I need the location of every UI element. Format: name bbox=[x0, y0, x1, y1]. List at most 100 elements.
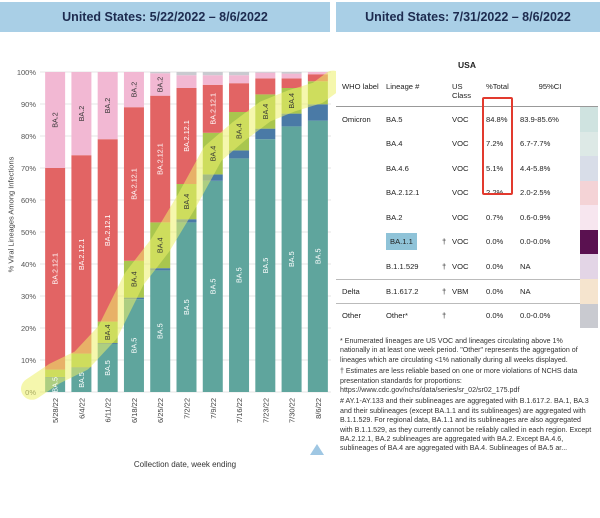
table-row[interactable]: BA.4 VOC 7.2% 6.7-7.7% bbox=[336, 131, 598, 156]
x-tick-label: 7/2/22 bbox=[183, 398, 192, 419]
table-row[interactable]: BA.2 VOC 0.7% 0.6-0.9% bbox=[336, 205, 598, 230]
lineage-cell: BA.4.6 bbox=[382, 164, 442, 173]
us-class-cell-text: VOC bbox=[452, 188, 469, 198]
table-row[interactable]: BA.4.6 VOC 5.1% 4.4-5.8% bbox=[336, 156, 598, 181]
table-row[interactable]: B.1.1.529 † VOC 0.0% NA bbox=[336, 254, 598, 279]
footnote-hash: # AY.1-AY.133 and their sublineages are … bbox=[340, 397, 592, 453]
segment-label: BA.2 bbox=[156, 77, 165, 93]
bar-segment bbox=[229, 83, 250, 112]
x-tick-label: 6/4/22 bbox=[77, 398, 86, 419]
ci-cell-text: 4.4-5.8% bbox=[520, 163, 551, 173]
pct-total-cell-text: 2.2% bbox=[486, 188, 504, 198]
segment-label: BA.2.12.1 bbox=[208, 93, 217, 125]
lineage-cell: B.1.617.2 bbox=[382, 287, 442, 296]
ci-cell: 4.4-5.8% bbox=[518, 164, 580, 173]
header-pct-total: %Total bbox=[486, 82, 509, 91]
segment-label: BA.4 bbox=[235, 123, 244, 139]
bar-segment bbox=[307, 74, 328, 82]
y-tick-label: 80% bbox=[21, 132, 36, 141]
segment-label: BA.2.12.1 bbox=[182, 120, 191, 152]
us-class-cell: VOC bbox=[452, 164, 482, 173]
table-row[interactable]: BA.1.1 † VOC 0.0% 0.0-0.0% bbox=[336, 229, 598, 254]
scroll-up-triangle-icon[interactable] bbox=[310, 444, 324, 455]
segment-label: BA.5 bbox=[287, 251, 296, 267]
right-panel-title: United States: 7/31/2022 – 8/6/2022 bbox=[365, 10, 571, 24]
us-class-cell-text: VOC bbox=[452, 114, 469, 124]
bar-segment bbox=[255, 128, 276, 140]
segment-label: BA.5 bbox=[235, 267, 244, 283]
pct-total-cell-text: 5.1% bbox=[486, 163, 504, 173]
bar-segment bbox=[97, 72, 118, 140]
bar-segment bbox=[176, 75, 197, 88]
table-row[interactable]: Delta B.1.617.2 † VBM 0.0% NA bbox=[336, 278, 598, 304]
us-class-cell-text: VOC bbox=[452, 139, 469, 149]
table-row[interactable]: BA.2.12.1 VOC 2.2% 2.0-2.5% bbox=[336, 180, 598, 205]
x-tick-label: 6/11/22 bbox=[104, 398, 113, 422]
pct-highlight-box bbox=[482, 97, 513, 195]
x-tick-label: 7/9/22 bbox=[209, 398, 218, 419]
bar-segment bbox=[176, 72, 197, 76]
bar-segment bbox=[307, 120, 328, 392]
y-tick-label: 90% bbox=[21, 100, 36, 109]
bar-segment bbox=[281, 72, 302, 74]
y-tick-label: 70% bbox=[21, 164, 36, 173]
y-tick-label: 60% bbox=[21, 196, 36, 205]
ci-cell-text: NA bbox=[520, 286, 531, 296]
us-class-cell: VOC bbox=[452, 139, 482, 148]
us-class-cell: VOC bbox=[452, 115, 482, 124]
header-us-class: US Class bbox=[452, 82, 471, 100]
color-swatch bbox=[580, 156, 598, 181]
y-tick-label: 10% bbox=[21, 356, 36, 365]
segment-label: BA.2.12.1 bbox=[51, 253, 60, 285]
color-swatch bbox=[580, 279, 598, 304]
lineage-cell-text: BA.5 bbox=[386, 114, 403, 124]
color-swatch bbox=[580, 205, 598, 230]
color-swatch bbox=[580, 107, 598, 132]
bar-segment bbox=[97, 139, 118, 322]
highlight-trend-band bbox=[21, 70, 336, 400]
pct-total-cell: 0.0% bbox=[482, 262, 518, 271]
bar-segment bbox=[202, 180, 223, 392]
segment-label: BA.5 bbox=[208, 279, 217, 295]
header-lineage: Lineage # bbox=[386, 82, 420, 91]
segment-label: BA.2 bbox=[51, 112, 60, 128]
lineage-cell: BA.2.12.1 bbox=[382, 188, 442, 197]
pct-total-cell: 0.0% bbox=[482, 287, 518, 296]
bar-segment bbox=[150, 72, 171, 74]
us-class-cell: VOC bbox=[452, 262, 482, 271]
segment-label: BA.5 bbox=[261, 258, 270, 274]
bar-segment bbox=[71, 155, 92, 354]
bar-segment bbox=[176, 222, 197, 392]
ci-cell-text: 0.6-0.9% bbox=[520, 212, 551, 222]
lineage-cell-text: BA.2 bbox=[386, 212, 403, 222]
pct-total-cell-text: 7.2% bbox=[486, 139, 504, 149]
color-swatch bbox=[580, 229, 598, 254]
bar-segment bbox=[307, 72, 328, 75]
segment-label: BA.2.12.1 bbox=[77, 239, 86, 271]
right-panel-header: United States: 7/31/2022 – 8/6/2022 bbox=[336, 2, 600, 32]
ci-cell: 0.6-0.9% bbox=[518, 213, 580, 222]
segment-label: BA.4 bbox=[287, 93, 296, 109]
bar-segment bbox=[281, 126, 302, 393]
pct-total-cell-text: 84.8% bbox=[486, 114, 508, 124]
pct-total-cell-text: 0.0% bbox=[486, 237, 504, 247]
x-tick-label: 6/25/22 bbox=[156, 398, 165, 423]
who-label-cell-text: Omicron bbox=[342, 114, 371, 124]
bar-segment bbox=[71, 72, 92, 156]
pct-total-cell: 7.2% bbox=[482, 139, 518, 148]
bar-segment bbox=[150, 95, 171, 223]
bar-segment bbox=[123, 72, 144, 108]
bar-segment bbox=[150, 73, 171, 96]
us-class-cell-text: VOC bbox=[452, 261, 469, 271]
table-row[interactable]: Other Other* † 0.0% 0.0-0.0% bbox=[336, 303, 598, 328]
bar-segment bbox=[229, 72, 250, 76]
dagger-cell: † bbox=[442, 311, 452, 320]
footnote-dagger: † Estimates are less reliable based on o… bbox=[340, 367, 578, 395]
x-axis-label: Collection date, week ending bbox=[133, 460, 237, 469]
segment-label: BA.5 bbox=[313, 249, 322, 265]
ci-cell-text: 2.0-2.5% bbox=[520, 188, 551, 198]
bar-segment bbox=[255, 78, 276, 95]
stacked-bar-chart: 0%10%20%30%40%50%60%70%80%90%100%5/28/22… bbox=[17, 68, 336, 423]
table-row[interactable]: Omicron BA.5 VOC 84.8% 83.9-85.6% bbox=[336, 107, 598, 132]
pct-total-cell-text: 0.7% bbox=[486, 212, 504, 222]
